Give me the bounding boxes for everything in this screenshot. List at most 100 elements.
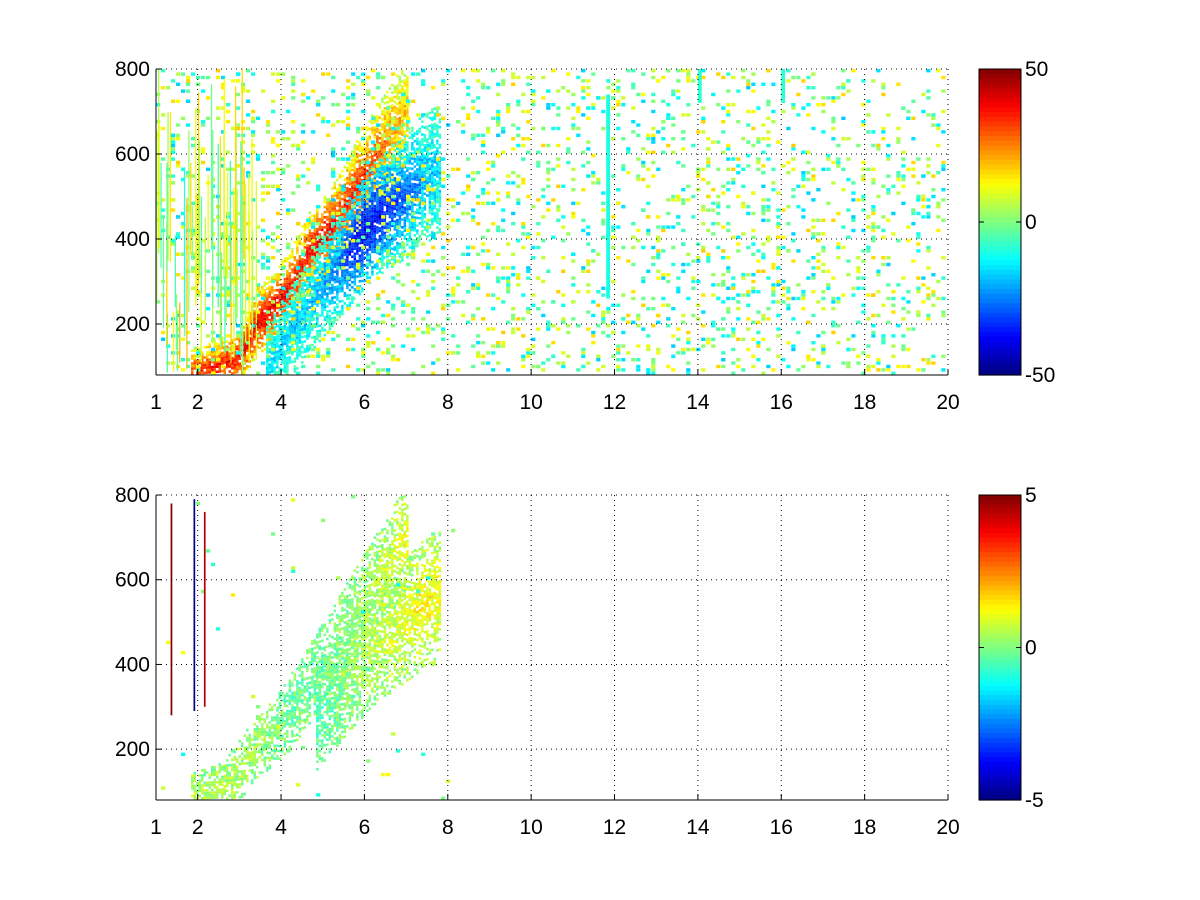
heatmap-cell — [396, 84, 399, 88]
heatmap-cell — [271, 329, 274, 332]
heatmap-cell — [333, 319, 337, 322]
heatmap-cell — [791, 232, 796, 236]
heatmap-cell — [461, 130, 466, 134]
heatmap-cell — [296, 246, 299, 250]
heatmap-cell — [506, 286, 511, 290]
heatmap-cell — [406, 124, 409, 127]
heatmap-cell — [318, 339, 322, 343]
heatmap-cell — [346, 238, 349, 241]
heatmap-cell — [306, 278, 309, 282]
heatmap-cell — [383, 178, 387, 181]
heatmap-cell — [343, 269, 347, 272]
heatmap-cell — [193, 346, 196, 350]
heatmap-cell — [331, 250, 334, 254]
heatmap-cell — [911, 259, 916, 263]
heatmap-cell — [363, 132, 367, 135]
heatmap-cell — [358, 249, 362, 252]
heatmap-cell — [296, 316, 299, 319]
heatmap-cell — [841, 245, 846, 250]
heatmap-cell — [716, 194, 721, 199]
heatmap-cell — [916, 313, 921, 318]
heatmap-cell — [303, 296, 307, 300]
heatmap-cell — [416, 147, 419, 151]
heatmap-cell — [278, 296, 282, 299]
heatmap-cell — [291, 96, 296, 100]
heatmap-cell — [446, 211, 451, 216]
heatmap-cell — [336, 249, 339, 253]
heatmap-cell — [398, 101, 402, 105]
heatmap-cell — [371, 202, 374, 205]
heatmap-cell — [316, 276, 319, 280]
heatmap-cell — [408, 246, 412, 249]
heatmap-cell — [346, 103, 351, 107]
heatmap-cell — [423, 225, 427, 229]
heatmap-cell — [433, 199, 437, 202]
heatmap-cell — [233, 356, 236, 359]
heatmap-cell — [696, 130, 701, 134]
heatmap-cell — [911, 99, 916, 103]
heatmap-cell — [231, 372, 234, 375]
heatmap-cell — [418, 188, 422, 192]
heatmap-cell — [278, 293, 282, 297]
heatmap-cell — [363, 279, 367, 283]
heatmap-cell — [348, 175, 352, 178]
heatmap-cell — [301, 282, 304, 285]
heatmap-cell — [423, 139, 427, 142]
heatmap-cell — [551, 198, 556, 202]
heatmap-cell — [181, 337, 186, 341]
heatmap-cell — [766, 235, 771, 239]
heatmap-cell — [433, 158, 437, 161]
heatmap-cell — [288, 310, 292, 313]
heatmap-cell — [346, 294, 349, 297]
heatmap-cell — [323, 247, 327, 250]
heatmap-cell — [398, 219, 402, 223]
heatmap-cell — [328, 241, 332, 244]
heatmap-cell — [706, 259, 711, 263]
heatmap-cell — [348, 165, 352, 168]
heatmap-cell — [303, 238, 307, 242]
heatmap-cell — [326, 218, 329, 221]
heatmap-cell — [401, 80, 404, 83]
heatmap-cell — [456, 300, 461, 304]
heatmap-cell — [326, 233, 329, 237]
heatmap-cell — [266, 295, 269, 298]
heatmap-cell — [256, 345, 259, 349]
heatmap-cell — [246, 347, 249, 350]
heatmap-cell — [296, 284, 299, 288]
heatmap-cell — [421, 181, 424, 185]
heatmap-cell — [401, 172, 404, 175]
heatmap-cell — [331, 296, 334, 300]
heatmap-cell — [293, 258, 297, 262]
heatmap-cell — [413, 150, 417, 153]
heatmap-cell — [351, 255, 354, 258]
heatmap-cell — [338, 216, 342, 219]
heatmap-cell — [341, 251, 344, 254]
heatmap-cell — [431, 156, 434, 160]
heatmap-cell — [416, 173, 419, 176]
heatmap-cell — [426, 235, 429, 238]
heatmap-cell — [831, 307, 836, 311]
heatmap-cell — [716, 245, 721, 250]
heatmap-cell — [701, 130, 706, 134]
heatmap-cell — [341, 120, 346, 124]
heatmap-cell — [203, 366, 206, 369]
heatmap-cell — [391, 183, 394, 187]
heatmap-cell — [376, 272, 379, 275]
heatmap-cell — [631, 130, 636, 134]
heatmap-cell — [726, 286, 731, 290]
heatmap-cell — [556, 126, 561, 131]
heatmap-cell — [331, 227, 334, 231]
heatmap-cell — [351, 247, 354, 251]
heatmap-cell — [331, 220, 334, 223]
heatmap-cell — [398, 212, 402, 215]
heatmap-cell — [418, 130, 422, 133]
heatmap-cell — [836, 143, 841, 148]
heatmap-cell — [436, 139, 439, 143]
heatmap-cell — [361, 238, 364, 242]
heatmap-cell — [388, 226, 392, 229]
heatmap-cell — [378, 227, 382, 230]
heatmap-cell — [373, 230, 377, 233]
heatmap-cell — [456, 344, 461, 348]
heatmap-cell — [273, 338, 276, 342]
heatmap-cell — [221, 339, 224, 342]
